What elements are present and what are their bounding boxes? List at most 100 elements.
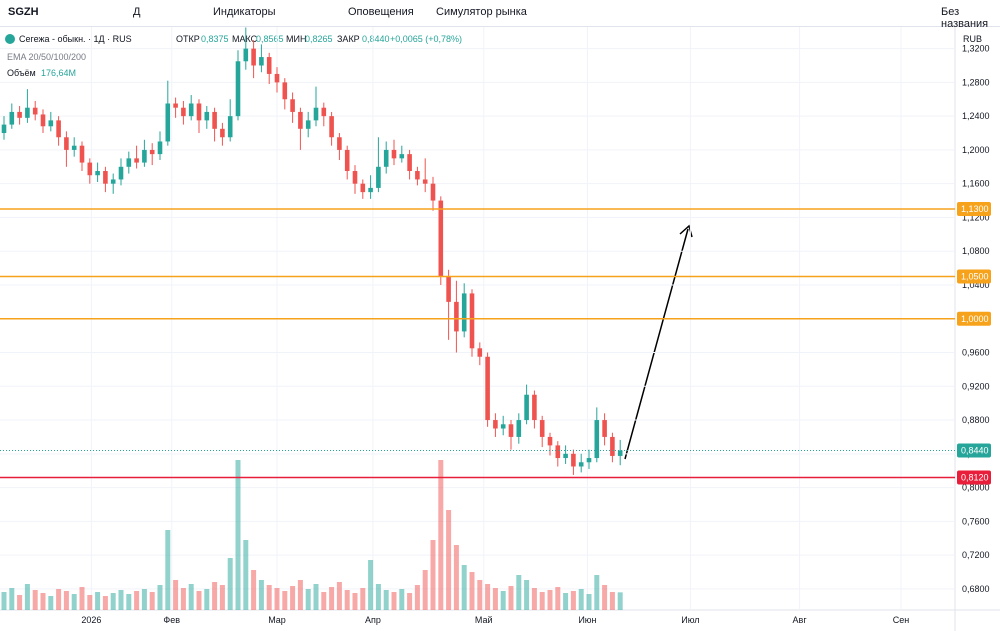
candle-body — [391, 149, 397, 159]
volume-bar — [212, 582, 218, 610]
volume-bar — [118, 590, 124, 610]
y-tick-label: 0,8000 — [962, 483, 990, 493]
x-tick-label: Июн — [578, 615, 596, 625]
candle-body — [212, 111, 217, 129]
status-dot — [5, 34, 15, 44]
x-tick-label: Апр — [365, 615, 381, 625]
volume-bar — [290, 586, 296, 610]
volume-bar — [563, 593, 569, 610]
volume-bar — [368, 560, 374, 610]
volume-bar — [32, 590, 38, 610]
candle-body — [118, 166, 124, 180]
candle-body — [266, 57, 272, 74]
volume-bar — [438, 460, 444, 610]
x-tick-label: Мар — [268, 615, 286, 625]
candle-body — [79, 145, 85, 163]
y-tick-label: 0,9200 — [962, 381, 990, 391]
candle-body — [578, 462, 584, 467]
candle-body — [126, 158, 132, 167]
candle-body — [376, 166, 381, 188]
candle-body — [602, 420, 607, 437]
volume-bar — [453, 545, 459, 610]
volume-bar — [188, 584, 194, 610]
candle-body — [251, 48, 256, 66]
candle-body — [415, 171, 420, 180]
candle-body — [259, 57, 264, 66]
volume-bar — [282, 591, 288, 610]
currency[interactable]: RUB — [963, 34, 982, 44]
volume-bar — [40, 593, 46, 610]
legend-ema: EMA 20/50/100/200 — [7, 52, 86, 62]
x-tick-label: Сен — [893, 615, 910, 625]
y-tick-label: 1,1600 — [962, 179, 990, 189]
candle-body — [165, 103, 171, 142]
legend-open: 0,8375 — [201, 34, 229, 44]
y-tick-label: 1,0800 — [962, 246, 990, 256]
volume-bar — [1, 592, 7, 610]
price-tag-label: 0,8440 — [961, 445, 989, 455]
volume-bar — [165, 530, 171, 610]
volume-bar — [63, 591, 69, 610]
candle-body — [181, 107, 186, 117]
candle-body — [422, 179, 428, 184]
price-tag — [957, 202, 991, 217]
candle-body — [142, 149, 147, 163]
volume-bar — [539, 592, 545, 610]
volume-bar — [586, 594, 592, 610]
alerts[interactable]: Оповещения — [348, 6, 414, 18]
volume-bar — [375, 584, 381, 610]
price-tag — [957, 311, 991, 326]
candle-body — [508, 424, 514, 437]
legend-volume: 176,64M — [41, 68, 76, 78]
candle-body — [25, 107, 30, 118]
candle-body — [282, 82, 288, 100]
chart: Сегежа - обыкн. · 1Д · RUS ОТКР 0,8375 М… — [0, 27, 1000, 631]
interval[interactable]: Д — [133, 6, 141, 18]
candle-body — [157, 141, 163, 155]
volume-bar — [134, 591, 140, 610]
symbol[interactable]: SGZH — [8, 6, 39, 18]
volume-bar — [180, 588, 186, 610]
indicators[interactable]: Индикаторы — [213, 6, 276, 18]
replay[interactable]: Симулятор рынка — [436, 6, 527, 18]
volume-bar — [391, 592, 397, 610]
volume-bar — [87, 595, 93, 610]
volume-bar — [56, 589, 62, 610]
legend-high: 0,8565 — [256, 34, 284, 44]
volume-bar — [570, 591, 576, 610]
price-tag-label: 0,8120 — [961, 472, 989, 482]
volume-bar — [17, 595, 23, 610]
candle-body — [9, 111, 15, 125]
candle-body — [344, 149, 350, 172]
volume-bar — [446, 510, 452, 610]
volume-bar — [251, 570, 257, 610]
volume-bar — [344, 590, 350, 610]
legend-low-label: МИН — [286, 34, 306, 44]
candle-body — [204, 111, 210, 121]
layout-name[interactable]: Без названия — [941, 6, 989, 30]
volume-bar — [95, 592, 101, 610]
volume-bar — [602, 585, 608, 610]
candle-body — [493, 420, 498, 429]
y-tick-label: 0,8800 — [962, 415, 990, 425]
candle-body — [352, 171, 358, 184]
y-tick-label: 1,0400 — [962, 280, 990, 290]
volume-bar — [594, 575, 600, 610]
candle-body — [110, 179, 116, 184]
volume-bar — [9, 588, 15, 610]
candle-body — [469, 293, 475, 349]
candle-body — [196, 103, 202, 121]
candle-body — [227, 116, 233, 138]
candle-body — [329, 116, 334, 138]
volume-bar — [516, 575, 522, 610]
volume-bar — [173, 580, 179, 610]
arrow-head — [679, 224, 693, 238]
volume-bar — [399, 589, 405, 610]
candle-body — [524, 394, 529, 421]
price-tag-label: 1,0500 — [961, 272, 989, 282]
candle-body — [430, 183, 436, 201]
candle-body — [56, 120, 61, 138]
volume-bar — [266, 585, 272, 610]
y-tick-label: 0,7200 — [962, 550, 990, 560]
candle-body — [48, 120, 54, 127]
